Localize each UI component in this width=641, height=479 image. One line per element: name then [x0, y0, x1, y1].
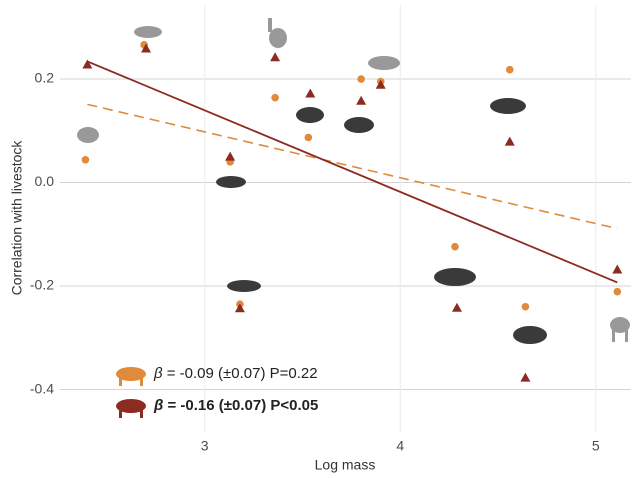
annotation-text: = -0.16 (±0.07) P<0.05 [167, 397, 318, 414]
circle-point [522, 303, 530, 311]
legend-icon-leg [119, 410, 122, 418]
circle-point [357, 75, 365, 83]
x-tick-label: 4 [396, 438, 404, 454]
y-axis-label: Correlation with livestock [9, 140, 25, 296]
circle-point [614, 288, 622, 296]
annotation: β = -0.09 (±0.07) P=0.22 [153, 365, 318, 382]
circle-point [305, 134, 313, 142]
legend-icon-leg [140, 410, 143, 418]
y-tick-label: 0.2 [35, 70, 55, 86]
page: {"chart_data": {"type": "scatter", "x_la… [0, 0, 641, 479]
y-tick-label: 0.0 [35, 173, 55, 189]
x-tick-label: 5 [592, 438, 600, 454]
y-tick-label: -0.2 [30, 277, 54, 293]
circle-point [506, 66, 514, 74]
plot-area [60, 5, 631, 432]
x-tick-label: 3 [201, 438, 209, 454]
circle-point [451, 243, 459, 251]
chart: -0.4 -0.2 0.0 0.2 3 4 5 β = -0.09 (±0.07) P=0.… [0, 0, 641, 479]
annotation-text: = -0.09 (±0.07) P=0.22 [167, 365, 318, 382]
legend-icon-leg [140, 378, 143, 386]
circle-point [271, 94, 279, 102]
circle-point [82, 156, 90, 164]
legend-icon-leg [119, 378, 122, 386]
x-axis-label: Log mass [315, 457, 376, 473]
y-tick-label: -0.4 [30, 380, 54, 396]
annotation-symbol: β [153, 397, 163, 414]
annotation-symbol: β [153, 365, 163, 382]
annotation: β = -0.16 (±0.07) P<0.05 [153, 397, 318, 414]
